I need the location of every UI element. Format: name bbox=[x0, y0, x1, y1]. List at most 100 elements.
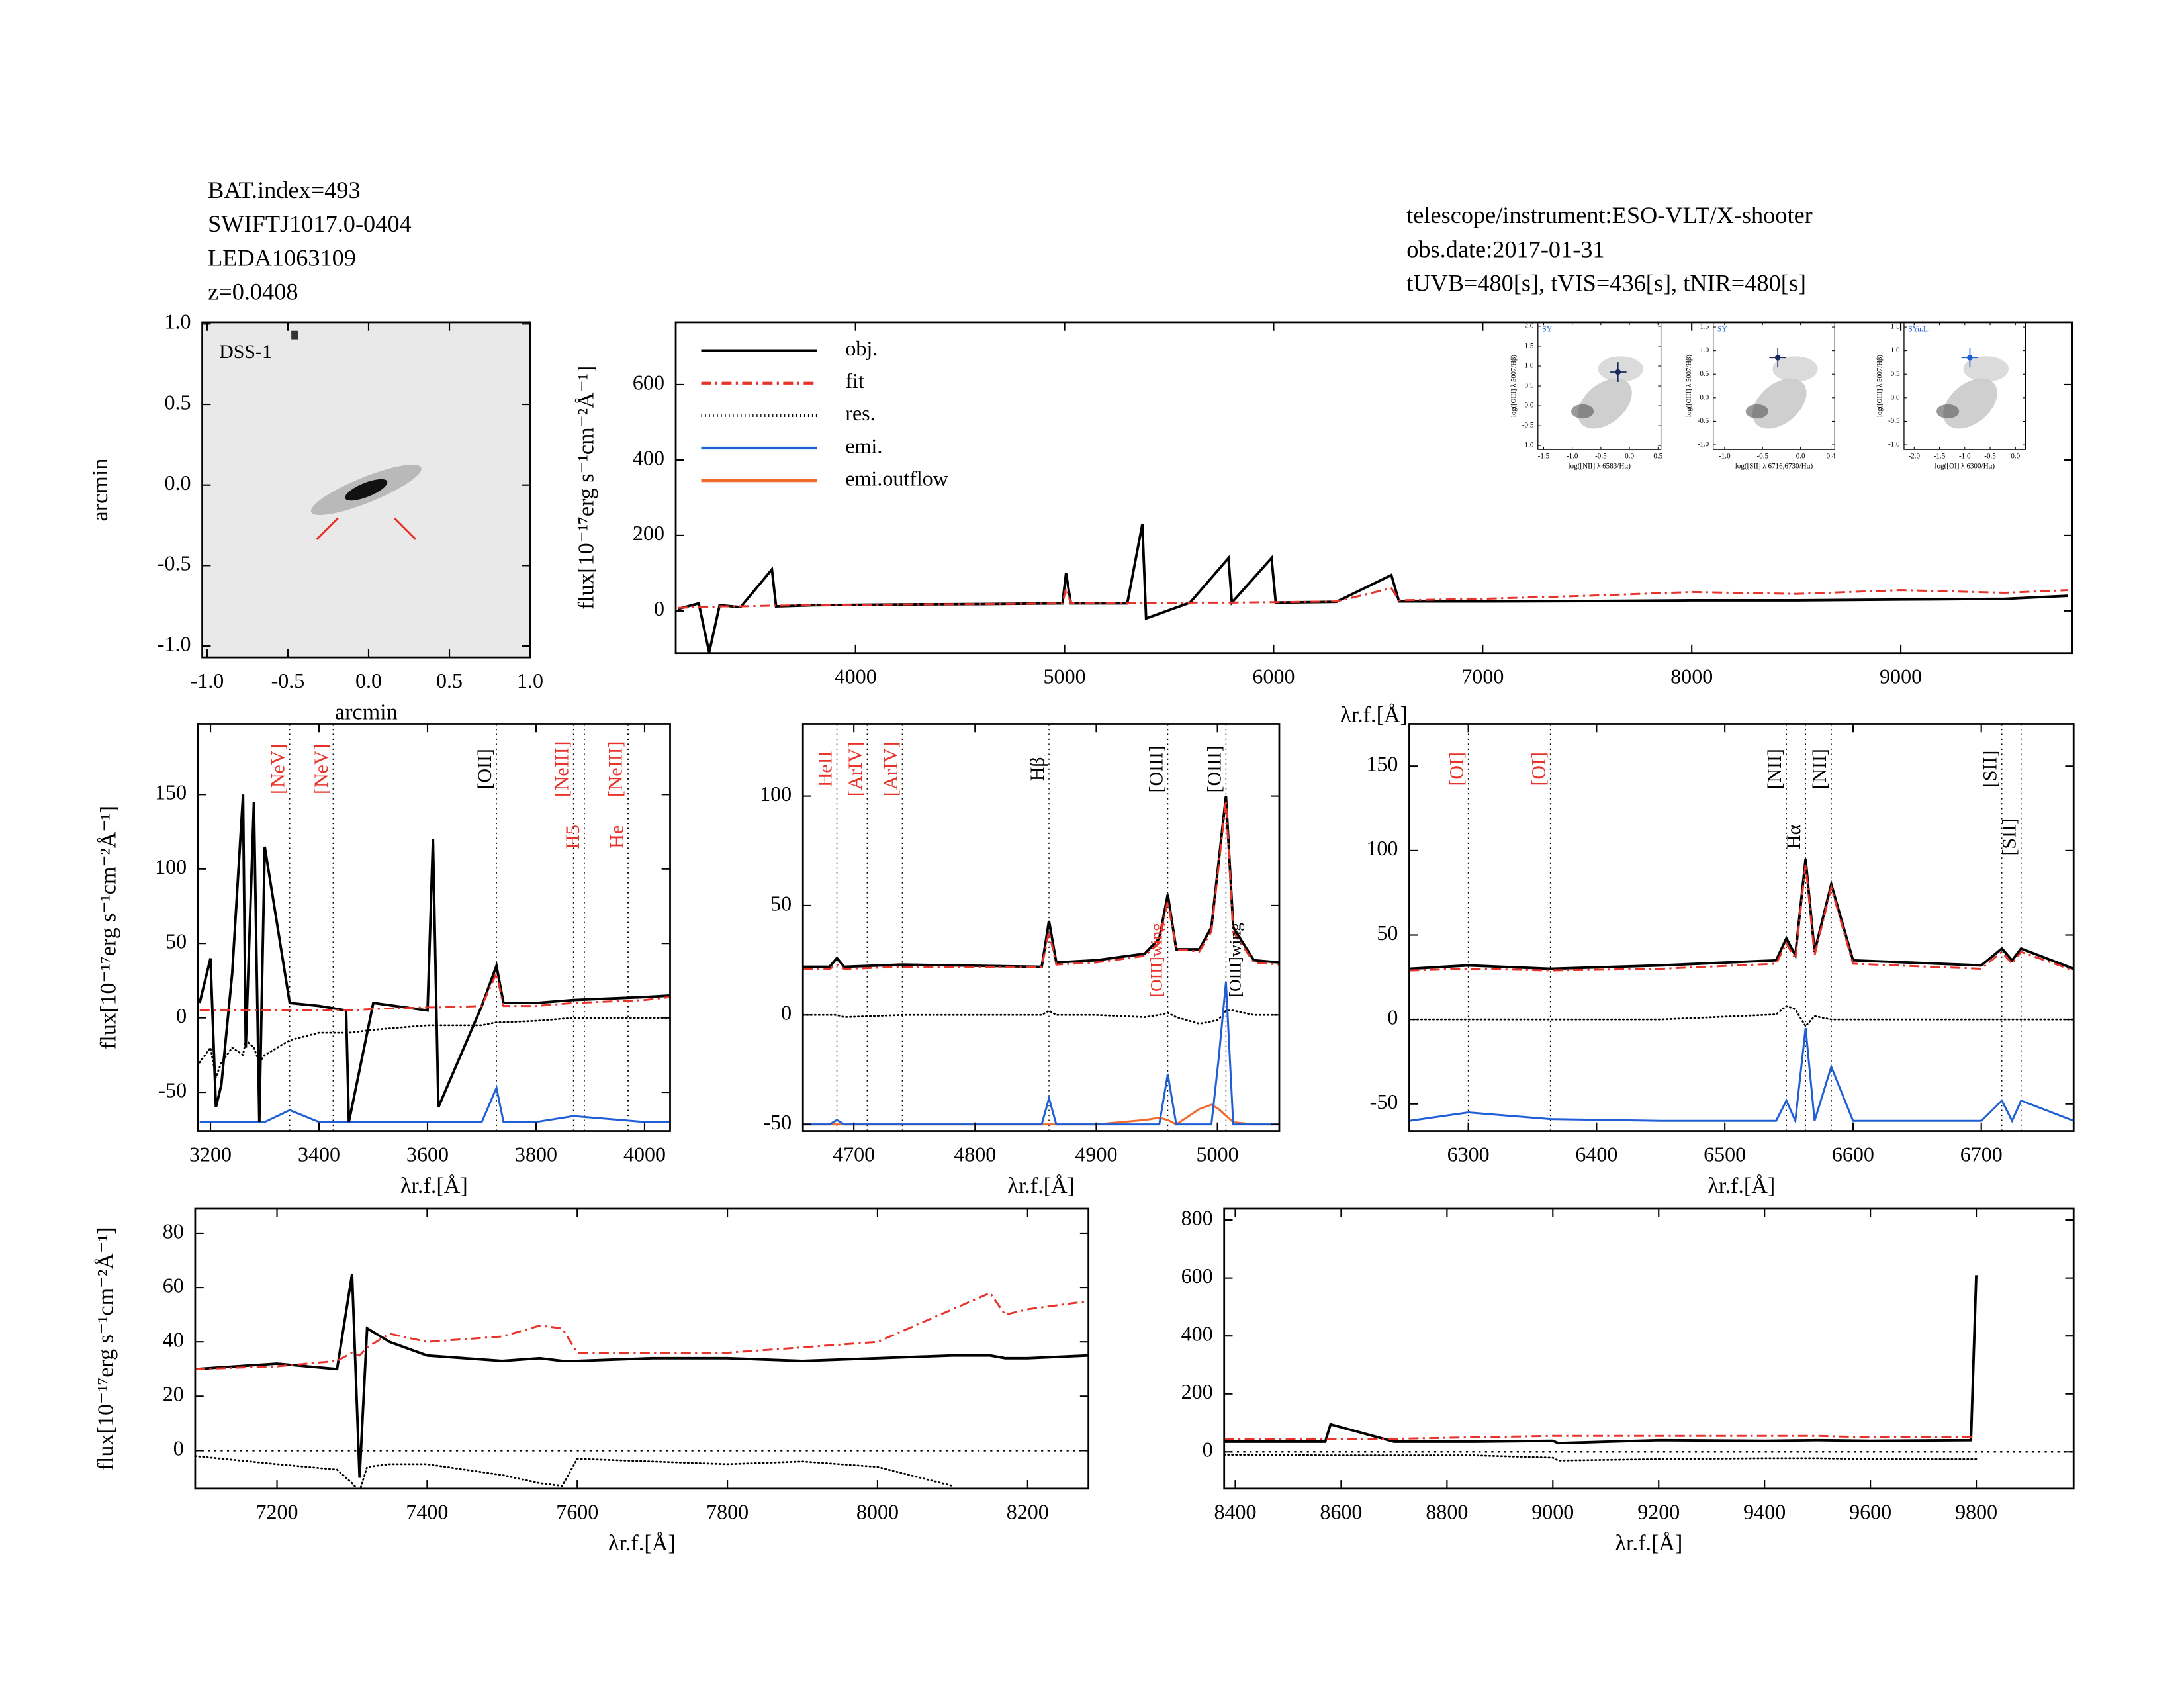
header-line: SWIFTJ1017.0-0404 bbox=[208, 211, 412, 237]
y-tick-label: 0 bbox=[781, 1001, 792, 1025]
class-label: SY bbox=[1542, 324, 1553, 333]
x-tick-label: 8400 bbox=[1214, 1500, 1256, 1524]
legend-label: fit bbox=[845, 369, 864, 393]
y-axis-label: flux[10⁻¹⁷erg s⁻¹cm⁻²Å⁻¹] bbox=[97, 806, 121, 1049]
density-core bbox=[1936, 404, 1960, 419]
x-tick-label: 4800 bbox=[954, 1142, 996, 1166]
header-line: LEDA1063109 bbox=[208, 244, 356, 271]
x-tick-label: 8800 bbox=[1426, 1500, 1468, 1524]
y-tick-label: 0.0 bbox=[1700, 393, 1709, 401]
plot-area bbox=[1936, 348, 2009, 429]
series-line bbox=[677, 524, 2068, 653]
legend-label: res. bbox=[845, 401, 875, 425]
plot-area bbox=[198, 724, 670, 1131]
x-tick-label: 6000 bbox=[1252, 664, 1295, 688]
legend-label: obj. bbox=[845, 336, 878, 360]
x-tick-label: 0.0 bbox=[1796, 452, 1805, 460]
x-tick-label: 8000 bbox=[856, 1500, 899, 1524]
series-line bbox=[195, 1455, 954, 1489]
y-tick-label: 20 bbox=[163, 1382, 184, 1406]
plot-area bbox=[1570, 356, 1643, 429]
star bbox=[291, 330, 298, 340]
x-axis-label: λr.f.[Å] bbox=[1340, 703, 1408, 727]
x-tick-label: 0.5 bbox=[436, 669, 463, 692]
line-label: He bbox=[606, 825, 627, 849]
y-tick-label: -1.0 bbox=[1522, 442, 1534, 449]
point bbox=[1967, 355, 1973, 361]
x-tick-label: 8200 bbox=[1007, 1500, 1049, 1524]
y-tick-label: 0 bbox=[173, 1436, 184, 1460]
frame bbox=[674, 321, 2073, 655]
y-tick-label: 1.5 bbox=[1891, 323, 1900, 331]
plot-area bbox=[195, 1274, 1089, 1489]
y-tick-label: 1.5 bbox=[1700, 323, 1709, 331]
series-line bbox=[1224, 1434, 1977, 1440]
image-label: DSS-1 bbox=[219, 341, 272, 363]
x-axis-label: arcmin bbox=[335, 700, 398, 724]
x-tick-label: 9600 bbox=[1849, 1500, 1891, 1524]
y-tick-label: 200 bbox=[1181, 1380, 1213, 1403]
frame bbox=[197, 723, 671, 1132]
x-tick-label: 6300 bbox=[1447, 1142, 1490, 1166]
x-tick-label: 7800 bbox=[706, 1500, 749, 1524]
x-tick-label: 3200 bbox=[189, 1142, 232, 1166]
series-line bbox=[1409, 1005, 2074, 1028]
x-axis-label: λr.f.[Å] bbox=[608, 1531, 676, 1556]
y-tick-label: 40 bbox=[163, 1328, 184, 1352]
line-label: [OIII] bbox=[1145, 745, 1167, 792]
header-left: BAT.index=493 SWIFTJ1017.0-0404 LEDA1063… bbox=[208, 177, 412, 305]
y-tick-label: 100 bbox=[1366, 836, 1398, 860]
x-tick-label: 4700 bbox=[833, 1142, 875, 1166]
y-tick-label: 0 bbox=[1387, 1005, 1398, 1029]
frame bbox=[194, 1207, 1090, 1490]
marker bbox=[393, 517, 417, 540]
x-tick-label: 9000 bbox=[1880, 664, 1922, 688]
x-tick-label: -1.5 bbox=[1934, 452, 1946, 460]
x-axis-label: log([OI] λ 6300/Hα) bbox=[1934, 462, 1995, 470]
y-tick-label: 2.0 bbox=[1525, 322, 1534, 330]
wing-label: [OIII]wing bbox=[1147, 923, 1166, 998]
y-tick-label: -1.0 bbox=[1888, 441, 1900, 449]
frame bbox=[1712, 322, 1835, 450]
line-label: [OII] bbox=[474, 749, 496, 789]
x-tick-label: 3600 bbox=[406, 1142, 449, 1166]
line-label: [NeIII] bbox=[605, 741, 627, 798]
y-axis-label: log([OIII] λ 5007/Hβ) bbox=[1876, 355, 1884, 417]
density bbox=[1578, 378, 1632, 429]
x-tick-label: -0.5 bbox=[1984, 452, 1996, 460]
x-tick-label: -0.5 bbox=[271, 669, 305, 692]
x-tick-label: 7400 bbox=[406, 1500, 448, 1524]
y-tick-label: -1.0 bbox=[1698, 441, 1709, 449]
line-label: [OI] bbox=[1446, 752, 1468, 786]
header-line: z=0.0408 bbox=[208, 279, 298, 305]
legend-label: emi. bbox=[845, 434, 882, 457]
x-tick-label: 0.0 bbox=[2011, 452, 2020, 460]
line-label: [NII] bbox=[1809, 749, 1831, 789]
x-tick-label: 9200 bbox=[1637, 1500, 1680, 1524]
header-line: BAT.index=493 bbox=[208, 177, 361, 203]
x-tick-label: 6500 bbox=[1704, 1142, 1746, 1166]
y-tick-label: 0.5 bbox=[164, 390, 191, 414]
x-tick-label: -1.0 bbox=[191, 669, 224, 692]
legend-label: emi.outflow bbox=[845, 466, 948, 490]
y-tick-label: 800 bbox=[1181, 1205, 1213, 1229]
x-tick-label: 9800 bbox=[1955, 1500, 1997, 1524]
density bbox=[1752, 378, 1807, 429]
x-tick-label: 3800 bbox=[515, 1142, 557, 1166]
y-tick-label: -50 bbox=[158, 1078, 187, 1102]
point bbox=[1774, 355, 1781, 361]
series-line bbox=[1409, 859, 2074, 970]
y-tick-label: 200 bbox=[633, 521, 664, 545]
y-tick-label: 60 bbox=[163, 1273, 184, 1297]
y-axis-label: log([OIII] λ 5007/Hβ) bbox=[1685, 355, 1693, 417]
x-tick-label: 4000 bbox=[623, 1142, 666, 1166]
x-axis-label: λr.f.[Å] bbox=[1615, 1531, 1682, 1556]
density bbox=[1772, 356, 1818, 382]
class-label: SYu.L. bbox=[1908, 324, 1930, 333]
x-tick-label: -2.0 bbox=[1908, 452, 1920, 460]
x-tick-label: 4900 bbox=[1075, 1142, 1117, 1166]
y-tick-label: 100 bbox=[760, 782, 792, 806]
x-tick-label: -1.5 bbox=[1538, 452, 1550, 460]
x-tick-label: 0.0 bbox=[355, 669, 382, 692]
